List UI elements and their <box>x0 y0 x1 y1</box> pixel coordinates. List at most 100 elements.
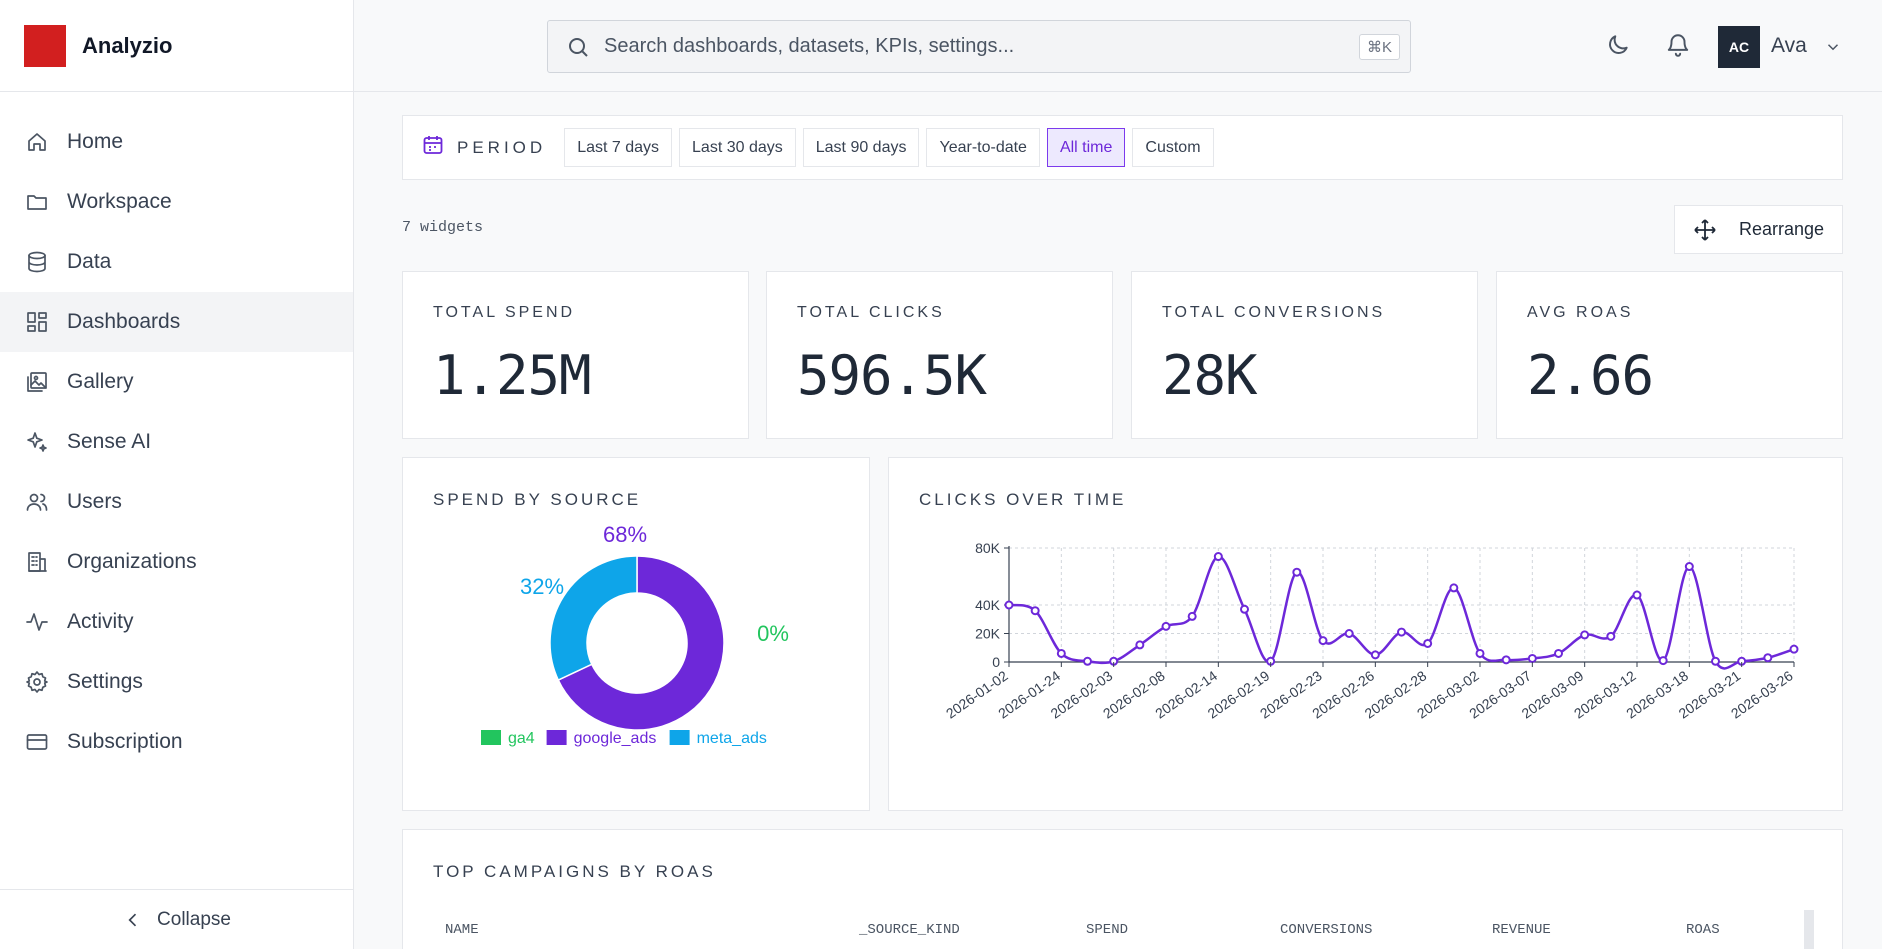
period-option-year-to-date[interactable]: Year-to-date <box>926 128 1040 167</box>
building-icon <box>24 549 50 575</box>
data-point[interactable] <box>1240 604 1249 614</box>
search-input[interactable] <box>604 35 1324 58</box>
data-point[interactable] <box>1632 590 1642 600</box>
sidebar-item-users[interactable]: Users <box>0 472 353 532</box>
column-header-source-kind[interactable]: _SOURCE_KIND <box>859 922 960 938</box>
search-shortcut: ⌘K <box>1358 34 1400 60</box>
moon-icon <box>1609 35 1628 54</box>
sidebar-item-sense-ai[interactable]: Sense AI <box>0 412 353 472</box>
y-tick-label: 40K <box>975 597 1001 613</box>
data-point[interactable] <box>1344 629 1354 638</box>
spend-by-source-card[interactable]: SPEND BY SOURCE 0% 68% 32% ga4 google_ads met… <box>402 457 870 811</box>
data-point[interactable] <box>1711 656 1720 666</box>
clicks-over-time-card[interactable]: CLICKS OVER TIME 0 20K 40K 80K 2026-01-02 202… <box>888 457 1843 811</box>
card-title: SPEND BY SOURCE <box>433 490 642 509</box>
sidebar-item-gallery[interactable]: Gallery <box>0 352 353 412</box>
legend-label-meta-ads[interactable]: meta_ads <box>697 730 767 747</box>
data-point[interactable] <box>1580 630 1590 640</box>
data-point[interactable] <box>1658 656 1668 666</box>
y-tick-label: 0 <box>992 654 1000 670</box>
card-title: CLICKS OVER TIME <box>919 490 1127 509</box>
period-filter: PERIOD Last 7 days Last 30 days Last 90 da… <box>402 115 1843 180</box>
legend-label-google-ads[interactable]: google_ads <box>574 730 657 747</box>
data-point[interactable] <box>1292 567 1302 577</box>
kpi-label: TOTAL SPEND <box>433 304 576 321</box>
clicks-over-time-chart: 020K40K80K2026-01-022026-01-242026-02-03… <box>943 540 1799 722</box>
data-point[interactable] <box>1684 562 1694 572</box>
data-point[interactable] <box>1554 648 1563 658</box>
column-header-conversions[interactable]: CONVERSIONS <box>1280 922 1373 938</box>
data-point[interactable] <box>1004 600 1014 610</box>
column-header-revenue[interactable]: REVENUE <box>1492 922 1551 938</box>
pie-slice-google-ads[interactable] <box>557 555 725 731</box>
pie-slice-meta-ads[interactable] <box>549 555 638 682</box>
user-name[interactable]: Ava <box>1771 34 1807 57</box>
period-option-last-7-days[interactable]: Last 7 days <box>564 128 673 167</box>
pie-slice-label: 0% <box>757 621 789 646</box>
legend-swatch <box>546 730 567 745</box>
data-point[interactable] <box>1449 583 1459 593</box>
column-header-spend[interactable]: SPEND <box>1086 922 1129 938</box>
sidebar-item-organizations[interactable]: Organizations <box>0 532 353 592</box>
period-option-last-30-days[interactable]: Last 30 days <box>679 128 796 167</box>
sidebar-item-data[interactable]: Data <box>0 232 353 292</box>
chevron-left-icon <box>128 913 137 926</box>
sidebar-item-subscription[interactable]: Subscription <box>0 712 353 772</box>
kpi-label: AVG ROAS <box>1527 304 1634 321</box>
card-title: TOP CAMPAIGNS BY ROAS <box>433 862 716 881</box>
collapse-button[interactable]: Collapse <box>0 889 354 949</box>
table-scrollbar[interactable] <box>1804 910 1814 949</box>
sidebar-item-settings[interactable]: Settings <box>0 652 353 712</box>
widgets-count: 7 widgets <box>402 219 484 236</box>
dark-mode-toggle[interactable] <box>1605 32 1633 60</box>
top-header: ⌘K AC Ava <box>354 0 1882 92</box>
data-point[interactable] <box>1606 631 1616 641</box>
sidebar-item-label: Users <box>67 490 122 513</box>
brand[interactable]: Analyzio <box>0 0 353 92</box>
period-option-all-time[interactable]: All time <box>1046 128 1126 167</box>
credit-card-icon <box>24 729 50 755</box>
sidebar-item-activity[interactable]: Activity <box>0 592 353 652</box>
data-point[interactable] <box>1475 648 1485 658</box>
data-point[interactable] <box>1501 655 1511 665</box>
kpi-card-total-spend[interactable]: TOTAL SPEND 1.25M <box>402 271 749 439</box>
chevron-down-icon <box>1827 44 1839 51</box>
data-point[interactable] <box>1083 656 1092 666</box>
data-point[interactable] <box>1056 648 1066 658</box>
sidebar-item-label: Organizations <box>67 550 197 573</box>
data-point[interactable] <box>1187 611 1197 621</box>
data-point[interactable] <box>1527 653 1537 663</box>
data-point[interactable] <box>1161 621 1171 631</box>
data-point[interactable] <box>1030 606 1040 616</box>
sidebar-item-home[interactable]: Home <box>0 112 353 172</box>
legend-label-ga4[interactable]: ga4 <box>508 730 535 747</box>
data-point[interactable] <box>1213 552 1223 562</box>
sidebar-item-dashboards[interactable]: Dashboards <box>0 292 353 352</box>
period-options: Last 7 days Last 30 days Last 90 days Year-… <box>564 128 1220 167</box>
kpi-card-avg-roas[interactable]: AVG ROAS 2.66 <box>1496 271 1843 439</box>
data-point[interactable] <box>1423 638 1433 648</box>
user-menu-toggle[interactable] <box>1824 38 1842 61</box>
rearrange-button[interactable]: Rearrange <box>1674 205 1843 254</box>
sidebar-item-workspace[interactable]: Workspace <box>0 172 353 232</box>
move-arrows-icon <box>1694 218 1716 241</box>
spend-by-source-chart: 0% 68% 32% ga4 google_ads meta_ads <box>481 522 789 747</box>
data-point[interactable] <box>1763 653 1773 663</box>
data-point[interactable] <box>1789 644 1799 654</box>
sidebar-nav: Home Workspace Data Dashboards Gallery Sense … <box>0 92 353 772</box>
gear-icon <box>24 669 50 695</box>
notifications-button[interactable] <box>1665 32 1693 60</box>
period-option-custom[interactable]: Custom <box>1132 128 1214 167</box>
column-header-name[interactable]: NAME <box>445 922 479 938</box>
search-bar[interactable]: ⌘K <box>547 20 1411 73</box>
data-point[interactable] <box>1397 627 1406 637</box>
data-point[interactable] <box>1370 650 1380 660</box>
avatar[interactable]: AC <box>1718 26 1760 68</box>
kpi-card-total-clicks[interactable]: TOTAL CLICKS 596.5K <box>766 271 1113 439</box>
data-point[interactable] <box>1318 636 1328 646</box>
kpi-card-total-conversions[interactable]: TOTAL CONVERSIONS 28K <box>1131 271 1478 439</box>
period-option-last-90-days[interactable]: Last 90 days <box>802 128 920 167</box>
search-icon <box>569 37 588 57</box>
column-header-roas[interactable]: ROAS <box>1686 922 1720 938</box>
data-point[interactable] <box>1135 640 1145 650</box>
